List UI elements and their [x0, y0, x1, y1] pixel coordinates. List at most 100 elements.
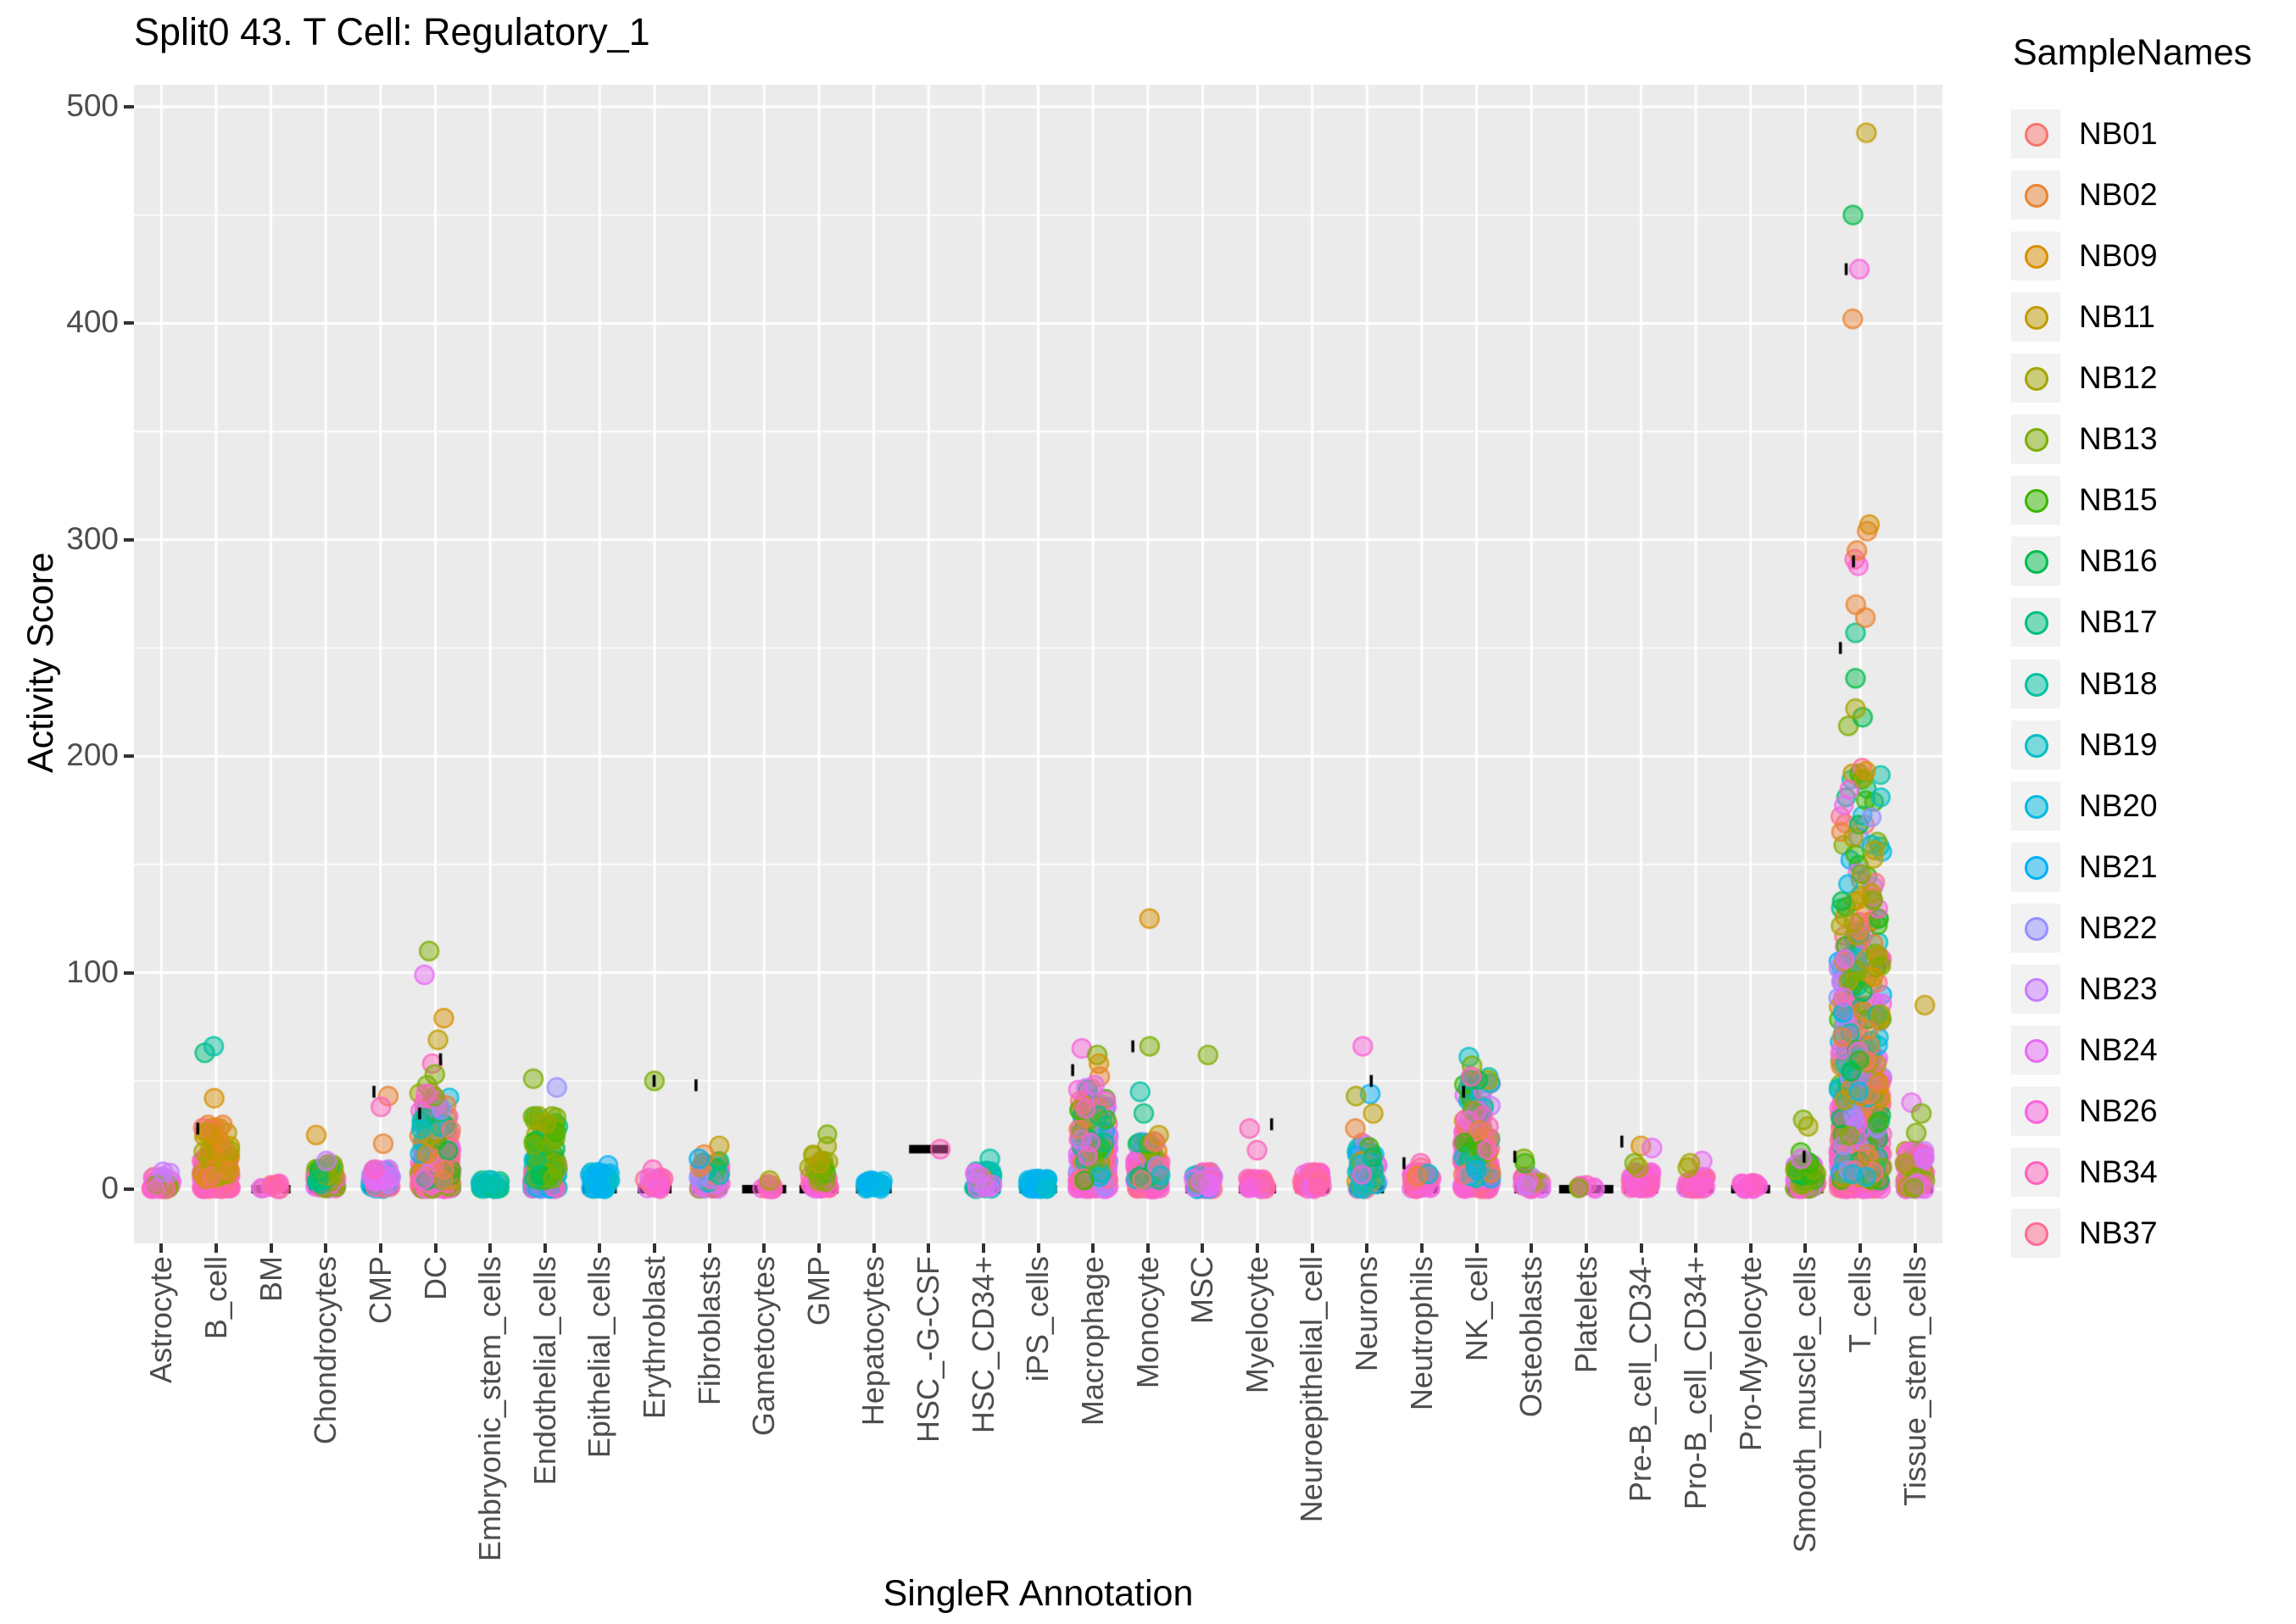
y-tick-label: 100: [66, 954, 119, 989]
legend-label: NB19: [2079, 726, 2158, 762]
x-tick-mark: [1310, 1243, 1314, 1253]
legend-label: NB34: [2079, 1154, 2158, 1190]
legend-dot-NB09: [2025, 245, 2048, 270]
y-tick-label: 0: [101, 1171, 119, 1205]
x-tick-mark: [214, 1243, 218, 1253]
legend-label: NB37: [2079, 1215, 2158, 1251]
legend-key: [2011, 781, 2060, 831]
x-tick-label: Tissue_stem_cells: [1897, 1256, 1932, 1506]
x-tick-label: Pre-B_cell_CD34-: [1623, 1256, 1658, 1503]
x-tick-label: Pro-Myelocyte: [1732, 1256, 1768, 1452]
x-tick-mark: [1530, 1243, 1534, 1253]
x-tick-label: Smooth_muscle_cells: [1787, 1256, 1823, 1554]
legend-key: [2011, 720, 2060, 770]
x-tick-mark: [1913, 1243, 1917, 1253]
legend-dot-NB34: [2025, 1161, 2048, 1186]
legend-dot-NB01: [2025, 123, 2048, 147]
x-tick-label: Macrophage: [1075, 1256, 1111, 1427]
legend-key: [2011, 292, 2060, 342]
x-tick-label: Myelocyte: [1240, 1256, 1275, 1394]
legend-key: [2011, 598, 2060, 648]
legend-dot-NB26: [2025, 1099, 2048, 1124]
legend-dot-NB13: [2025, 428, 2048, 453]
legend-label: NB13: [2079, 421, 2158, 457]
plot-panel: [134, 85, 1942, 1243]
x-tick-label: Gametocytes: [746, 1256, 782, 1437]
legend-title: SampleNames: [2013, 32, 2252, 73]
x-tick-mark: [872, 1243, 876, 1253]
legend-key: [2011, 1086, 2060, 1136]
x-tick-mark: [159, 1243, 164, 1253]
legend-label: NB18: [2079, 665, 2158, 701]
legend-key: [2011, 414, 2060, 464]
x-tick-label: GMP: [800, 1256, 836, 1326]
legend-dot-NB16: [2025, 550, 2048, 575]
legend-label: NB26: [2079, 1093, 2158, 1128]
y-tick-mark: [124, 105, 134, 108]
x-tick-mark: [1803, 1243, 1808, 1253]
legend-label: NB21: [2079, 848, 2158, 884]
y-tick-mark: [124, 321, 134, 325]
legend-label: NB12: [2079, 360, 2158, 396]
x-tick-mark: [1748, 1243, 1753, 1253]
x-tick-mark: [1365, 1243, 1369, 1253]
x-tick-label: Embryonic_stem_cells: [472, 1256, 508, 1562]
x-tick-label: B_cell: [198, 1256, 233, 1340]
y-tick-mark: [124, 754, 134, 759]
x-tick-mark: [927, 1243, 931, 1253]
x-tick-mark: [1474, 1243, 1479, 1253]
legend-label: NB23: [2079, 971, 2158, 1006]
x-tick-mark: [1036, 1243, 1040, 1253]
legend-key: [2011, 170, 2060, 220]
y-tick-mark: [124, 1187, 134, 1191]
x-tick-label: HSC_CD34+: [965, 1256, 1000, 1434]
y-tick-mark: [124, 537, 134, 542]
legend-key: [2011, 1148, 2060, 1198]
x-tick-label: Fibroblasts: [691, 1256, 727, 1406]
legend-key: [2011, 842, 2060, 892]
legend-dot-NB23: [2025, 977, 2048, 1002]
x-tick-label: Platelets: [1568, 1256, 1603, 1374]
legend-label: NB09: [2079, 238, 2158, 274]
legend-key: [2011, 476, 2060, 526]
x-tick-label: Pro-B_cell_CD34+: [1678, 1256, 1714, 1510]
x-tick-label: Hepatocytes: [855, 1256, 891, 1427]
legend-key: [2011, 1025, 2060, 1075]
x-tick-mark: [1091, 1243, 1095, 1253]
legend-dot-NB17: [2025, 611, 2048, 636]
legend-label: NB22: [2079, 909, 2158, 945]
legend-key: [2011, 964, 2060, 1014]
y-tick-label: 200: [66, 737, 119, 773]
x-tick-label: NK_cell: [1458, 1256, 1494, 1362]
x-tick-label: iPS_cells: [1020, 1256, 1056, 1382]
x-tick-mark: [1859, 1243, 1863, 1253]
legend-key: [2011, 109, 2060, 159]
legend-label: NB17: [2079, 604, 2158, 640]
x-tick-mark: [1145, 1243, 1150, 1253]
x-tick-label: Endothelial_cells: [527, 1256, 562, 1486]
x-tick-label: Neutrophils: [1403, 1256, 1439, 1411]
x-tick-label: Neuroepithelial_cell: [1294, 1256, 1329, 1523]
x-tick-mark: [433, 1243, 437, 1253]
legend-label: NB15: [2079, 482, 2158, 518]
x-tick-mark: [488, 1243, 493, 1253]
x-axis-title: SingleR Annotation: [883, 1573, 1194, 1614]
x-tick-mark: [1419, 1243, 1424, 1253]
legend-label: NB01: [2079, 116, 2158, 151]
legend-key: [2011, 659, 2060, 709]
x-tick-label: T_cells: [1842, 1256, 1878, 1354]
x-tick-label: Osteoblasts: [1513, 1256, 1549, 1418]
x-tick-label: Epithelial_cells: [582, 1256, 617, 1459]
y-tick-label: 500: [66, 88, 119, 123]
x-tick-mark: [543, 1243, 547, 1253]
y-tick-label: 300: [66, 520, 119, 556]
x-tick-label: Erythroblast: [637, 1256, 672, 1420]
x-tick-mark: [1256, 1243, 1260, 1253]
legend-dot-NB15: [2025, 489, 2048, 514]
legend-key: [2011, 1209, 2060, 1259]
x-tick-label: Astrocyte: [143, 1256, 179, 1384]
legend-dot-NB21: [2025, 855, 2048, 880]
y-tick-mark: [124, 971, 134, 975]
legend-dot-NB11: [2025, 306, 2048, 331]
legend-key: [2011, 353, 2060, 403]
